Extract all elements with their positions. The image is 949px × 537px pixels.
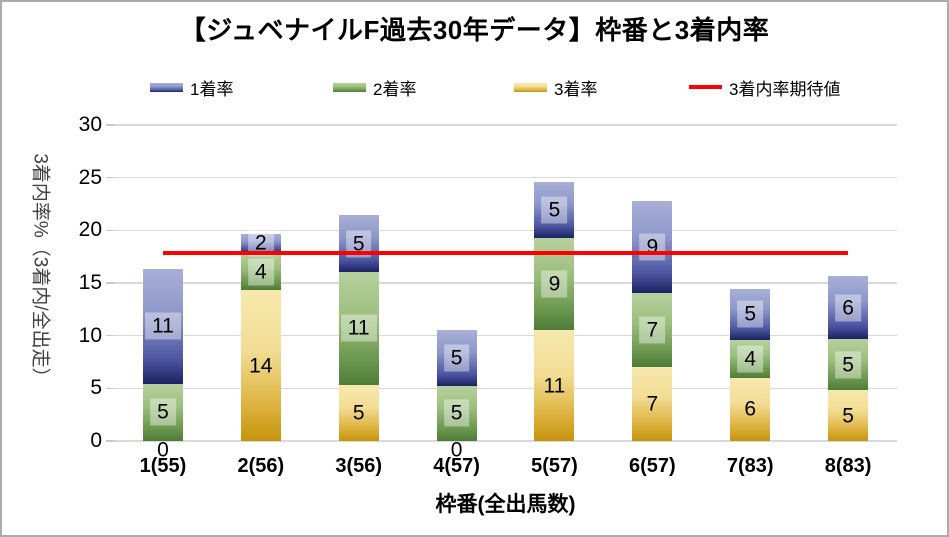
y-tick-mark [106, 124, 114, 126]
y-tick-mark [106, 440, 114, 442]
legend-label-3rd-rate: 3着率 [554, 79, 598, 99]
x-tick-label: 7(83) [726, 455, 774, 477]
bar-label-2着率: 4 [737, 345, 764, 373]
legend-label-expected: 3着内率期待値 [729, 79, 841, 99]
bar-label-3着率: 0 [157, 438, 169, 462]
gridline [114, 440, 897, 442]
bar-segment-1着率 [730, 288, 771, 340]
x-tick-label: 6(57) [628, 455, 676, 477]
bar-label-3着率: 6 [744, 397, 757, 421]
bar-label-2着率: 5 [150, 398, 176, 426]
legend-label-2nd-rate: 2着率 [373, 79, 417, 99]
legend-item-1st-rate: 1着率 [150, 74, 233, 100]
legend-swatch-yellow [514, 82, 547, 92]
bar-segment-3着率 [338, 384, 379, 441]
bar-label-1着率: 6 [835, 294, 861, 322]
expected-line [162, 250, 849, 255]
y-tick-label: 20 [78, 218, 102, 242]
bar-label-1着率: 5 [443, 344, 470, 372]
bar-label-2着率: 7 [639, 316, 666, 344]
y-tick-mark [106, 176, 114, 179]
bar-label-3着率: 0 [450, 438, 463, 462]
chart-title: 【ジュベナイルF過去30年データ】枠番と3着内率 [179, 15, 770, 45]
x-tick-label: 1(55) [139, 455, 187, 477]
bar-segment-2着率 [632, 293, 673, 368]
y-tick-mark [106, 229, 114, 232]
bar-segment-1着率 [338, 215, 379, 272]
y-tick-label: 30 [78, 113, 102, 136]
bar-label-1着率: 9 [639, 233, 666, 261]
bar-segment-1着率 [436, 330, 477, 386]
gridline [114, 334, 897, 337]
bar-segment-3着率 [730, 377, 771, 441]
legend-item-expected-line: 3着内率期待値 [689, 74, 840, 100]
x-tick-label: 4(57) [433, 455, 480, 477]
bar-label-1着率: 5 [737, 300, 764, 328]
bar-label-2着率: 5 [443, 399, 470, 427]
bar-label-3着率: 14 [249, 354, 273, 378]
bar-segment-2着率 [436, 385, 477, 441]
bar-label-3着率: 5 [842, 404, 854, 428]
gridline [114, 282, 897, 284]
legend-swatch-green [333, 82, 366, 92]
bar-segment-2着率 [730, 339, 771, 378]
bar-segment-3着率 [632, 367, 673, 441]
legend-item-2nd-rate: 2着率 [333, 74, 416, 100]
bar-segment-2着率 [338, 271, 379, 385]
y-tick-mark [106, 334, 114, 337]
x-tick-label: 2(56) [237, 455, 285, 477]
x-axis-title: 枠番(全出馬数) [435, 493, 576, 516]
bar-segment-1着率 [240, 234, 281, 253]
bar-segment-2着率 [142, 383, 183, 441]
bar-segment-1着率 [828, 276, 869, 340]
bar-segment-1着率 [632, 200, 673, 294]
bar-segment-3着率 [828, 390, 869, 441]
y-tick-label: 5 [90, 376, 102, 400]
bar-label-2着率: 11 [340, 314, 377, 342]
x-tick-label: 8(83) [824, 455, 872, 477]
bar-label-1着率: 11 [145, 312, 181, 340]
bar-label-2着率: 9 [541, 270, 568, 298]
bar-segment-1着率 [534, 182, 575, 238]
y-tick-label: 0 [90, 429, 102, 452]
bar-segment-2着率 [240, 252, 281, 291]
legend-item-3rd-rate: 3着率 [514, 74, 597, 100]
bar-label-3着率: 7 [646, 392, 659, 416]
gridline [114, 124, 897, 126]
bar-segment-1着率 [142, 268, 183, 384]
y-tick-label: 25 [78, 165, 102, 189]
gridline [114, 387, 897, 390]
x-tick-label: 3(56) [335, 455, 383, 477]
gridline [114, 229, 897, 232]
bar-label-2着率: 4 [247, 258, 274, 286]
legend-label-1st-rate: 1着率 [190, 79, 234, 99]
bar-segment-2着率 [828, 339, 869, 391]
bar-segment-3着率 [240, 290, 281, 441]
legend-red-line-swatch [689, 85, 722, 89]
bar-label-2着率: 5 [835, 351, 861, 379]
y-axis-title: 3着内率%（3着内/全出走） [29, 153, 51, 387]
bar-segment-3着率 [534, 330, 575, 441]
bar-label-3着率: 5 [352, 401, 365, 425]
x-tick-label: 5(57) [531, 455, 578, 477]
y-tick-mark [106, 387, 114, 390]
y-tick-mark [106, 282, 114, 284]
y-tick-label: 10 [78, 323, 102, 347]
legend-swatch-blue [150, 82, 183, 92]
gridline [114, 176, 897, 179]
bar-label-3着率: 11 [543, 374, 566, 398]
y-tick-label: 15 [78, 271, 102, 294]
bar-label-1着率: 5 [541, 196, 568, 224]
